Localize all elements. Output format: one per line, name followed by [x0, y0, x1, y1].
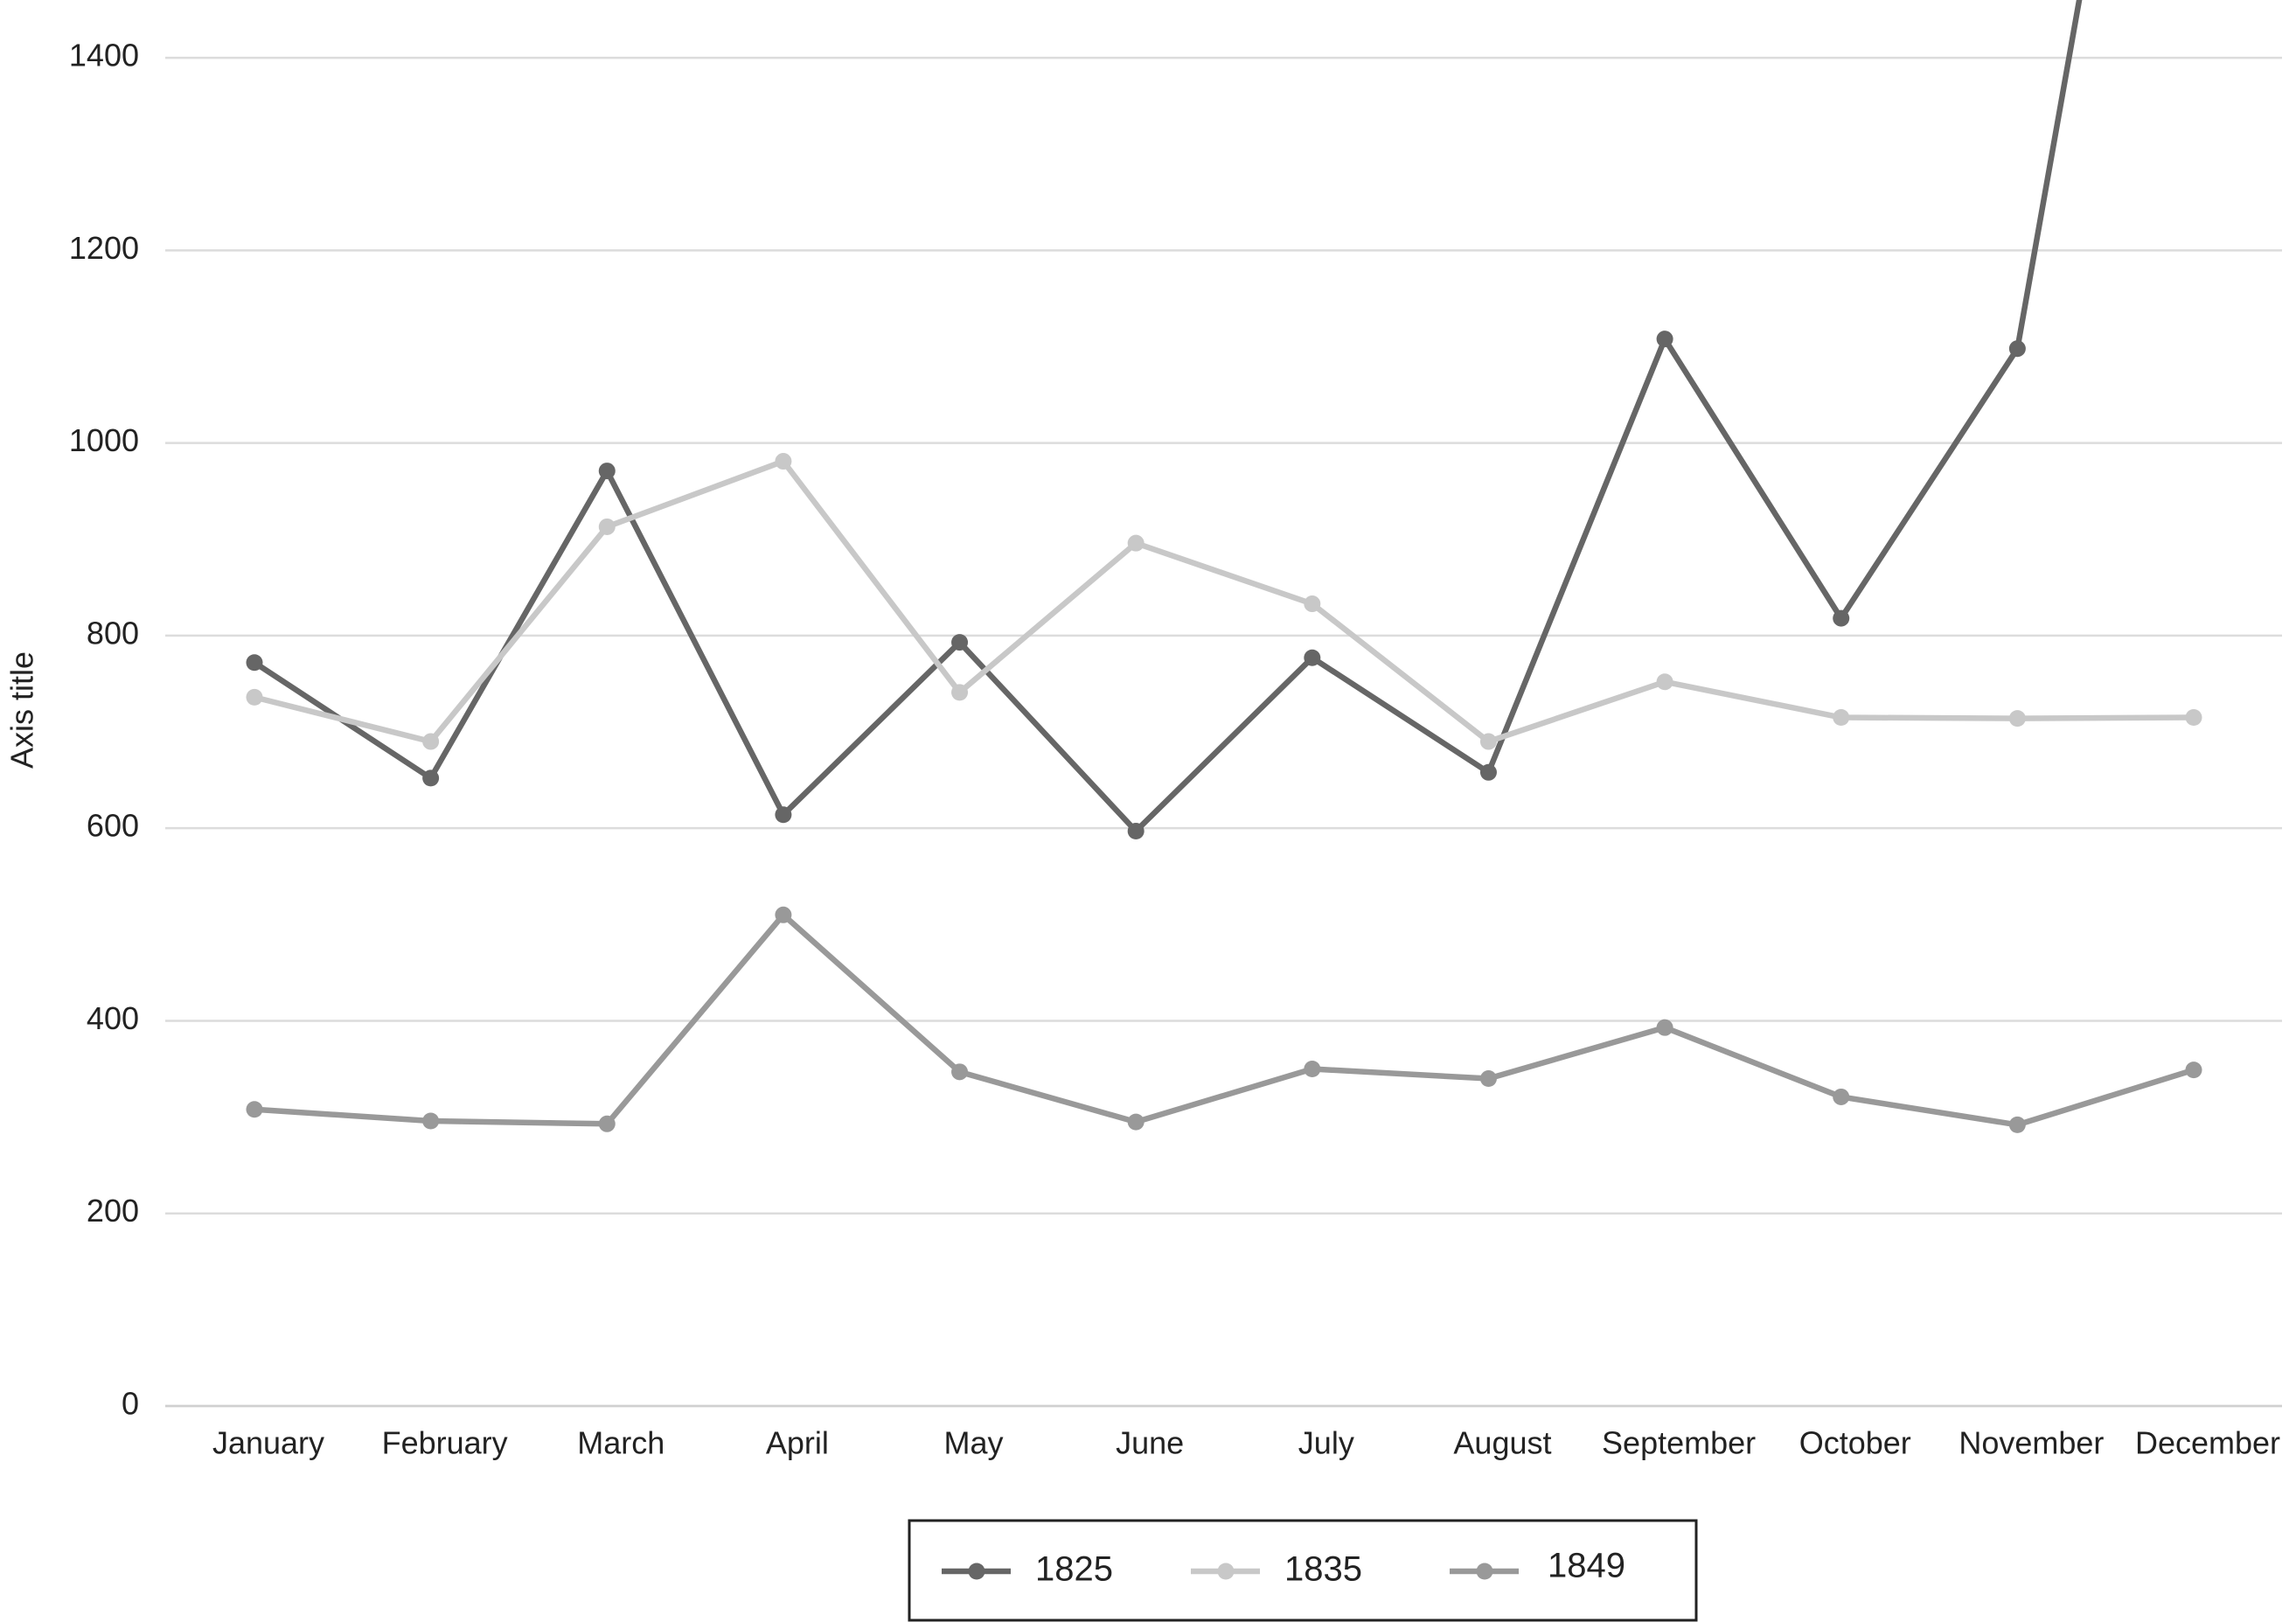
data-point: [2008, 1116, 2026, 1133]
data-point: [1833, 1088, 1850, 1105]
grid: [165, 56, 2282, 1408]
data-point: [246, 688, 263, 706]
data-point: [598, 463, 616, 480]
data-point: [775, 906, 792, 923]
data-point: [1656, 331, 1673, 348]
data-point: [2185, 709, 2202, 727]
y-tick-label: 400: [87, 1000, 139, 1036]
x-tick-label: July: [1298, 1425, 1354, 1461]
data-point: [246, 654, 263, 672]
x-tick-label: February: [382, 1425, 508, 1461]
x-tick-label: November: [1959, 1425, 2104, 1461]
legend-marker: [968, 1563, 985, 1580]
y-tick-label: 1000: [69, 422, 139, 458]
x-tick-label: March: [577, 1425, 664, 1461]
x-tick-label: April: [766, 1425, 829, 1461]
legend-label: 1849: [1548, 1547, 1625, 1585]
data-point: [1479, 733, 1497, 750]
data-point: [1656, 1019, 1673, 1036]
series-line: [253, 0, 2083, 834]
legend-label: 1835: [1284, 1550, 1362, 1589]
y-tick-label: 0: [122, 1386, 139, 1422]
legend-marker: [1217, 1563, 1235, 1580]
x-tick-label: May: [944, 1425, 1004, 1461]
y-tick-label: 1200: [69, 230, 139, 266]
legend-marker: [1476, 1563, 1493, 1580]
x-tick-label: September: [1602, 1425, 1756, 1461]
data-point: [1833, 609, 1850, 627]
data-point: [1479, 1070, 1497, 1088]
legend-box: [908, 1519, 1698, 1622]
data-point: [422, 1112, 440, 1130]
y-tick-label: 800: [87, 615, 139, 651]
data-point: [422, 733, 440, 750]
data-point: [1127, 822, 1145, 839]
data-point: [1656, 673, 1673, 691]
plot-area: [246, 0, 2202, 1133]
data-point: [2008, 340, 2026, 358]
series-line: [254, 912, 2195, 1128]
data-point: [1479, 763, 1497, 781]
y-axis-title: Axis title: [4, 651, 40, 769]
y-tick-label: 1400: [69, 38, 139, 73]
data-point: [1304, 1061, 1321, 1078]
x-tick-label: June: [1116, 1425, 1184, 1461]
data-point: [951, 634, 969, 651]
data-point: [598, 518, 616, 535]
data-point: [598, 1115, 616, 1132]
series-line: [254, 458, 2195, 745]
data-point: [1127, 534, 1145, 552]
data-point: [2008, 710, 2026, 727]
data-point: [951, 684, 969, 701]
data-point: [1127, 1113, 1145, 1131]
data-point: [422, 769, 440, 787]
x-tick-label: October: [1799, 1425, 1911, 1461]
data-point: [1304, 595, 1321, 613]
y-tick-label: 200: [87, 1193, 139, 1229]
data-point: [1833, 709, 1850, 727]
y-tick-label: 600: [87, 808, 139, 844]
x-tick-label: January: [212, 1425, 324, 1461]
x-tick-label: August: [1453, 1425, 1551, 1461]
data-point: [1304, 649, 1321, 666]
x-tick-label: December: [2135, 1425, 2280, 1461]
data-point: [775, 453, 792, 470]
legend-label: 1825: [1035, 1550, 1113, 1589]
data-point: [951, 1063, 969, 1081]
data-point: [246, 1101, 263, 1118]
data-point: [2185, 1062, 2202, 1079]
data-point: [775, 806, 792, 824]
